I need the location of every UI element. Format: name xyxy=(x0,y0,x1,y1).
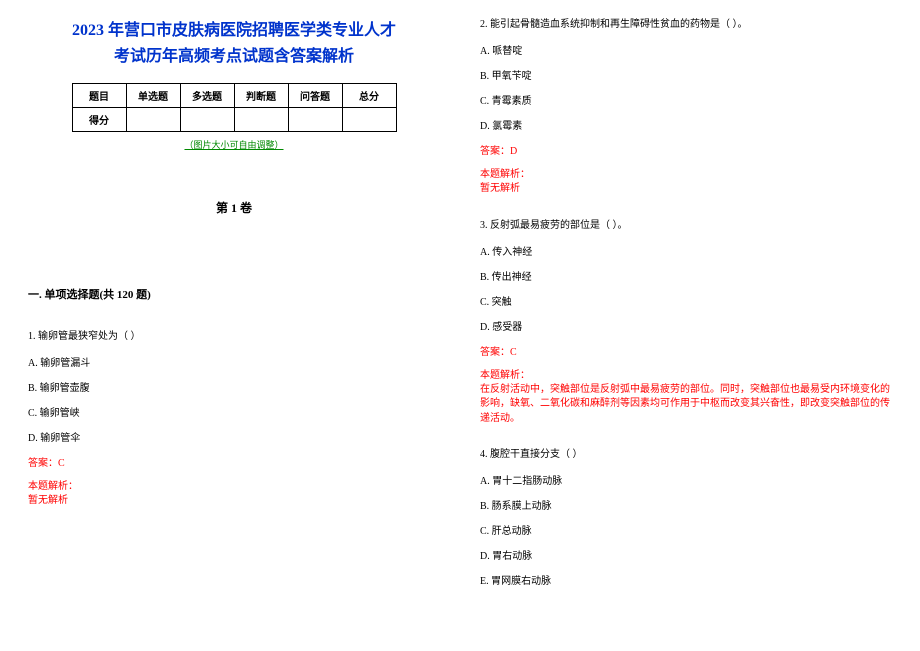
option-a: A. 胃十二指肠动脉 xyxy=(480,472,892,487)
option-a: A. 输卵管漏斗 xyxy=(28,354,440,369)
th-judge: 判断题 xyxy=(234,84,288,108)
explain-label: 本题解析： xyxy=(28,477,440,492)
option-d: D. 氯霉素 xyxy=(480,117,892,132)
th-multi: 多选题 xyxy=(180,84,234,108)
option-b: B. 输卵管壶腹 xyxy=(28,379,440,394)
question-block: 1. 输卵管最狭窄处为（ ） A. 输卵管漏斗 B. 输卵管壶腹 C. 输卵管峡… xyxy=(28,330,440,509)
question-block: 3. 反射弧最易疲劳的部位是（ ）。 A. 传入神经 B. 传出神经 C. 突触… xyxy=(480,219,892,427)
explain-label: 本题解析： xyxy=(480,165,892,180)
table-row: 题目 单选题 多选题 判断题 问答题 总分 xyxy=(72,84,396,108)
td-empty xyxy=(342,108,396,132)
title-line-1: 2023 年营口市皮肤病医院招聘医学类专业人才 xyxy=(28,18,440,44)
option-c: C. 输卵管峡 xyxy=(28,404,440,419)
td-score-label: 得分 xyxy=(72,108,126,132)
score-table: 题目 单选题 多选题 判断题 问答题 总分 得分 xyxy=(72,83,397,132)
option-c: C. 肝总动脉 xyxy=(480,522,892,537)
question-stem: 2. 能引起骨髓造血系统抑制和再生障碍性贫血的药物是（ ）。 xyxy=(480,18,892,32)
td-empty xyxy=(234,108,288,132)
table-row: 得分 xyxy=(72,108,396,132)
section-title: 一. 单项选择题(共 120 题) xyxy=(28,286,440,302)
answer: 答案：C xyxy=(28,454,440,469)
option-c: C. 青霉素质 xyxy=(480,92,892,107)
question-stem: 3. 反射弧最易疲劳的部位是（ ）。 xyxy=(480,219,892,233)
option-e: E. 胃网膜右动脉 xyxy=(480,572,892,587)
option-d: D. 输卵管伞 xyxy=(28,429,440,444)
image-size-note: （图片大小可自由调整） xyxy=(28,138,440,151)
th-total: 总分 xyxy=(342,84,396,108)
question-block: 2. 能引起骨髓造血系统抑制和再生障碍性贫血的药物是（ ）。 A. 哌替啶 B.… xyxy=(480,18,892,197)
th-single: 单选题 xyxy=(126,84,180,108)
question-stem: 4. 腹腔干直接分支（ ） xyxy=(480,448,892,462)
option-c: C. 突触 xyxy=(480,293,892,308)
th-item: 题目 xyxy=(72,84,126,108)
option-b: B. 甲氧苄啶 xyxy=(480,67,892,82)
option-a: A. 传入神经 xyxy=(480,243,892,258)
option-b: B. 肠系膜上动脉 xyxy=(480,497,892,512)
answer: 答案：C xyxy=(480,343,892,358)
td-empty xyxy=(288,108,342,132)
explain-body: 在反射活动中，突触部位是反射弧中最易疲劳的部位。同时，突触部位也最易受内环境变化… xyxy=(480,383,892,427)
answer: 答案：D xyxy=(480,142,892,157)
td-empty xyxy=(126,108,180,132)
question-stem: 1. 输卵管最狭窄处为（ ） xyxy=(28,330,440,344)
explain-body: 暂无解析 xyxy=(480,182,892,197)
th-qa: 问答题 xyxy=(288,84,342,108)
document-title: 2023 年营口市皮肤病医院招聘医学类专业人才 考试历年高频考点试题含答案解析 xyxy=(28,18,440,69)
option-d: D. 感受器 xyxy=(480,318,892,333)
question-block: 4. 腹腔干直接分支（ ） A. 胃十二指肠动脉 B. 肠系膜上动脉 C. 肝总… xyxy=(480,448,892,587)
title-line-2: 考试历年高频考点试题含答案解析 xyxy=(28,44,440,70)
option-a: A. 哌替啶 xyxy=(480,42,892,57)
option-d: D. 胃右动脉 xyxy=(480,547,892,562)
explain-label: 本题解析： xyxy=(480,366,892,381)
explain-body: 暂无解析 xyxy=(28,494,440,509)
td-empty xyxy=(180,108,234,132)
volume-title: 第 1 卷 xyxy=(28,199,440,216)
option-b: B. 传出神经 xyxy=(480,268,892,283)
